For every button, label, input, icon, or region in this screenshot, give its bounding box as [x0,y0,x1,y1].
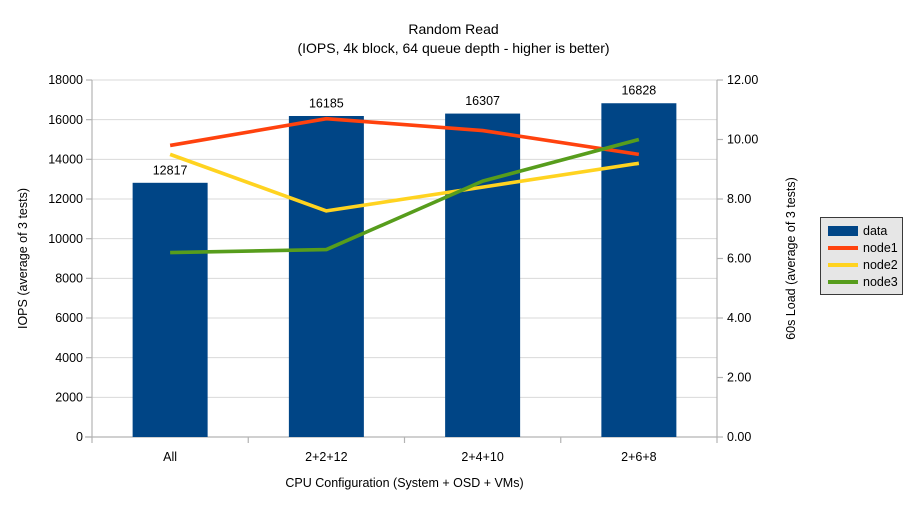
right-axis-tick-label: 2.00 [727,371,751,385]
left-axis-tick-label: 0 [76,430,83,444]
legend-label: node1 [863,240,898,255]
legend-swatch-node1 [828,245,858,250]
legend-label: node2 [863,257,898,272]
legend-label: data [863,223,888,238]
right-axis-tick-label: 6.00 [727,252,751,266]
legend: data node1 node2 node3 [820,217,903,295]
left-axis-title: IOPS (average of 3 tests) [16,188,30,329]
x-category-label: 2+2+12 [305,450,347,464]
bar-2+2+12 [288,115,364,437]
legend-item-node3: node3 [828,275,902,289]
chart-subtitle: (IOPS, 4k block, 64 queue depth - higher… [297,39,610,56]
legend-swatch-node2 [828,262,858,267]
legend-item-data: data [828,224,902,238]
legend-swatch-data [828,225,858,236]
right-axis-tick-label: 12.00 [727,73,758,87]
x-category-label: All [163,450,177,464]
line-series-node3 [170,137,640,255]
x-axis-title: CPU Configuration (System + OSD + VMs) [285,476,523,490]
bar-2+6+8 [601,103,677,438]
left-axis-tick-label: 14000 [48,153,83,167]
bar-value-label: 12817 [153,163,188,177]
line-series-node2 [169,152,640,213]
right-axis-tick-label: 8.00 [727,192,751,206]
right-axis-tick-label: 10.00 [727,133,758,147]
right-axis-title: 60s Load (average of 3 tests) [784,177,798,340]
x-category-label: 2+4+10 [461,450,503,464]
x-category-label: 2+6+8 [621,450,657,464]
right-axis-tick-label: 4.00 [727,311,751,325]
bar-value-label: 16828 [621,84,656,98]
left-axis-tick-label: 4000 [55,351,83,365]
legend-item-node1: node1 [828,241,902,255]
bar-2+4+10 [445,113,521,438]
left-axis-tick-label: 2000 [55,391,83,405]
bar-value-label: 16307 [465,94,500,108]
left-axis-tick-label: 12000 [48,192,83,206]
right-axis-tick-label: 0.00 [727,430,751,444]
legend-item-node2: node2 [828,258,902,272]
left-axis-tick-label: 16000 [48,113,83,127]
legend-label: node3 [863,274,898,289]
left-axis-tick-label: 6000 [55,311,83,325]
left-axis-tick-label: 18000 [48,73,83,87]
bar-value-label: 16185 [309,96,344,110]
line-series-node1 [169,116,640,157]
legend-swatch-node3 [828,279,858,284]
left-axis-tick-label: 8000 [55,272,83,286]
bar-All [132,182,208,437]
chart-title-block: Random Read (IOPS, 4k block, 64 queue de… [0,20,907,57]
left-axis-tick-label: 10000 [48,232,83,246]
chart-title: Random Read [408,21,499,37]
